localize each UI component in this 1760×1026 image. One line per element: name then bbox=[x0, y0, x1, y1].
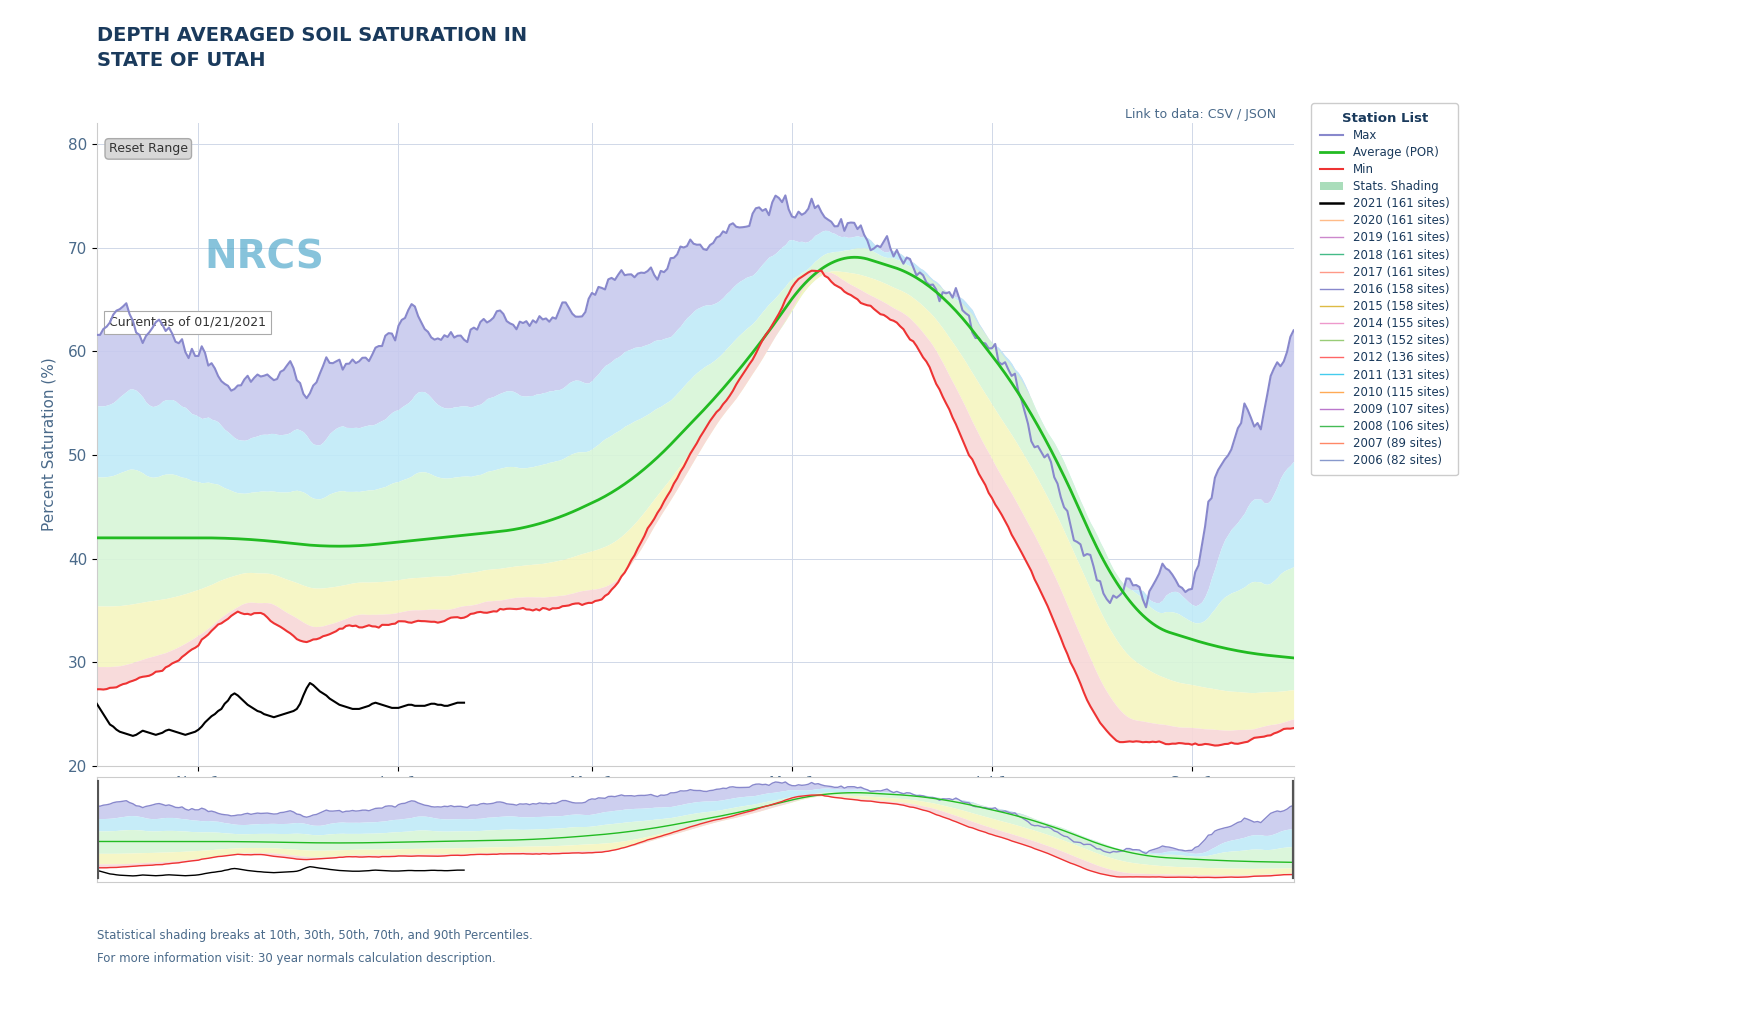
Text: Current as of 01/21/2021: Current as of 01/21/2021 bbox=[109, 316, 266, 329]
Text: Reset Range: Reset Range bbox=[109, 143, 188, 155]
Text: Statistical shading breaks at 10th, 30th, 50th, 70th, and 90th Percentiles.: Statistical shading breaks at 10th, 30th… bbox=[97, 929, 533, 942]
Legend: Max, Average (POR), Min, Stats. Shading, 2021 (161 sites), 2020 (161 sites), 201: Max, Average (POR), Min, Stats. Shading,… bbox=[1311, 104, 1457, 475]
Y-axis label: Percent Saturation (%): Percent Saturation (%) bbox=[42, 358, 56, 531]
Text: DEPTH AVERAGED SOIL SATURATION IN: DEPTH AVERAGED SOIL SATURATION IN bbox=[97, 26, 526, 45]
Text: STATE OF UTAH: STATE OF UTAH bbox=[97, 51, 266, 71]
Text: For more information visit: 30 year normals calculation description.: For more information visit: 30 year norm… bbox=[97, 952, 496, 965]
Text: NRCS: NRCS bbox=[204, 239, 324, 277]
Text: Link to data: CSV / JSON: Link to data: CSV / JSON bbox=[1125, 108, 1276, 121]
